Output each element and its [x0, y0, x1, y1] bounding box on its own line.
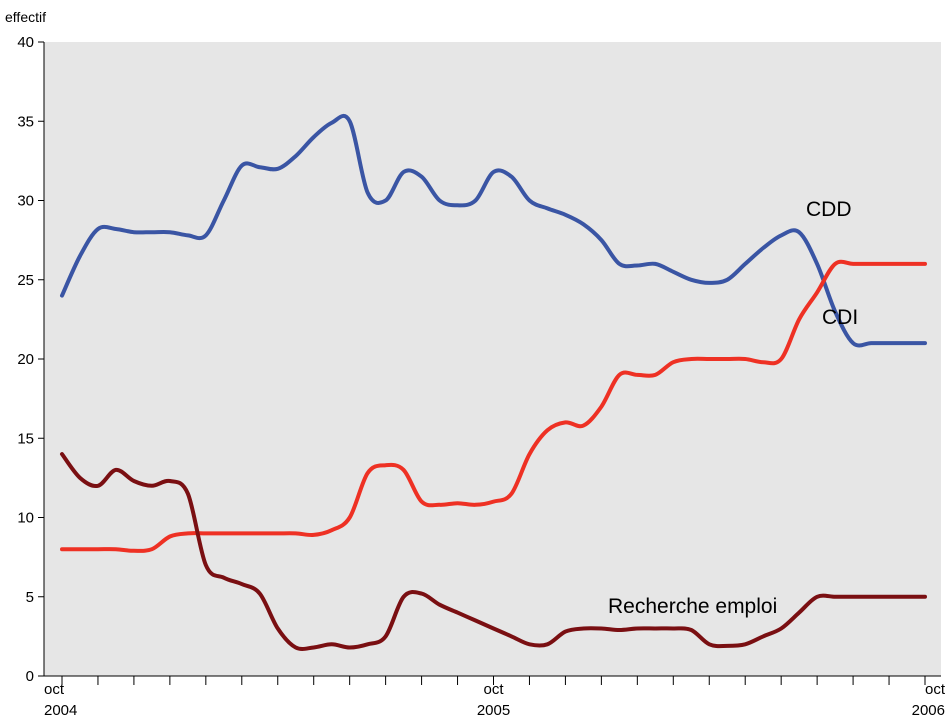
- recherche-emploi-series-line: [60, 452, 927, 651]
- y-axis: 0 5 10 15 20 25 30 35 40: [17, 34, 45, 685]
- cdi-series-line: [60, 259, 927, 553]
- x-tick-label-month: oct: [483, 681, 504, 698]
- y-tick-label: 0: [26, 668, 34, 685]
- y-axis-title: effectif: [5, 9, 46, 25]
- y-tick-label: 35: [17, 113, 34, 130]
- y-tick-label: 25: [17, 272, 34, 289]
- x-axis: oct 2004 oct 2005 oct 2006: [44, 675, 945, 718]
- y-tick-label: 5: [26, 589, 34, 606]
- x-tick-label-month: oct: [44, 681, 65, 698]
- plot-area: [44, 42, 941, 676]
- x-tick-label-month: oct: [925, 681, 945, 698]
- recherche-emploi-series-label: Recherche emploi: [608, 595, 777, 618]
- y-tick-label: 20: [17, 351, 34, 368]
- y-tick-label: 15: [17, 430, 34, 447]
- y-tick-label: 40: [17, 34, 34, 51]
- x-tick-label-year: 2006: [912, 702, 945, 718]
- cdi-series-label: CDI: [822, 306, 858, 329]
- x-tick-label-year: 2005: [477, 702, 510, 718]
- cdd-series-label: CDD: [806, 198, 852, 221]
- y-tick-label: 30: [17, 193, 34, 210]
- x-tick-label-year: 2004: [44, 702, 77, 718]
- cdd-series-line: [60, 113, 927, 348]
- y-tick-label: 10: [17, 510, 34, 527]
- series-lines: [60, 113, 927, 651]
